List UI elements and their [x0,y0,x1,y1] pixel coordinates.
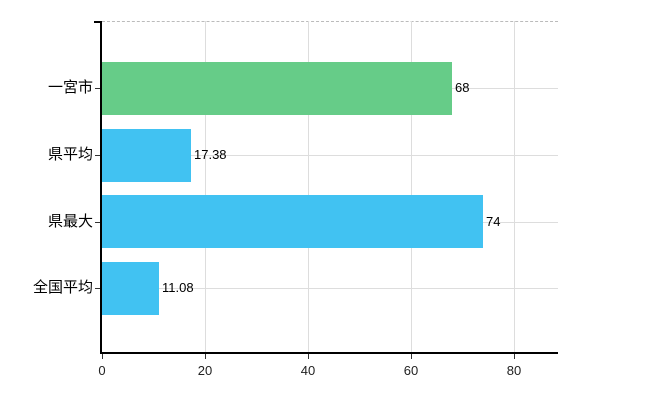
y-axis-category-label: 一宮市 [47,79,93,96]
y-axis-category-label: 全国平均 [32,279,93,296]
gridline-vertical [411,21,412,352]
bar [102,195,483,248]
bar [102,129,191,182]
gridline-vertical [308,21,309,352]
x-axis-tick [205,354,206,359]
bar-value-label: 11.08 [162,280,194,295]
gridline-vertical [514,21,515,352]
x-tick-label: 0 [98,363,106,378]
y-category-tick [95,288,100,289]
x-axis-line [100,352,558,354]
gridline-horizontal [102,155,558,156]
y-axis-top-tick [94,21,100,23]
y-axis-category-label: 県最大 [47,213,93,230]
bar-value-label: 74 [486,214,501,229]
x-tick-label: 40 [300,363,316,378]
gridline-horizontal [102,288,558,289]
plot-top-border [102,21,558,22]
y-axis-line [100,21,102,354]
bar-value-label: 17.38 [194,147,227,162]
bar [102,62,452,115]
x-axis-tick [514,354,515,359]
x-axis-tick [102,354,103,359]
y-category-tick [95,88,100,89]
bar [102,262,159,315]
x-tick-label: 20 [197,363,213,378]
y-axis-category-label: 県平均 [47,146,93,163]
gridline-vertical [205,21,206,352]
x-tick-label: 80 [506,363,522,378]
x-tick-label: 60 [403,363,419,378]
x-axis-tick [308,354,309,359]
bar-value-label: 68 [455,80,470,95]
y-category-tick [95,155,100,156]
y-category-tick [95,222,100,223]
x-axis-tick [411,354,412,359]
